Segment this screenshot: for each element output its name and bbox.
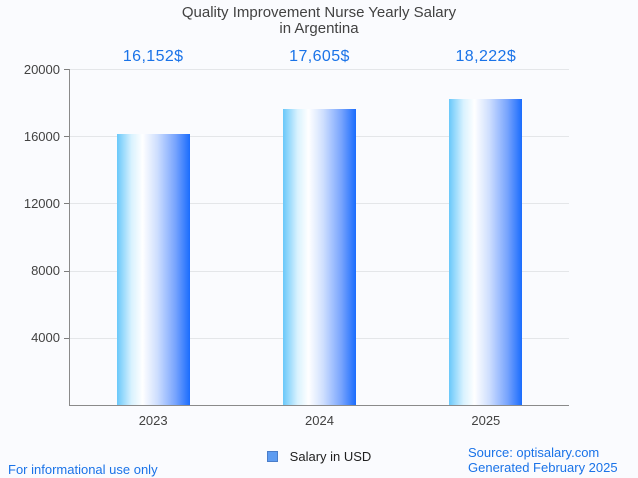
bar-2024 bbox=[282, 109, 356, 405]
bar-2023 bbox=[116, 133, 190, 405]
y-axis-tick bbox=[64, 136, 70, 138]
bar-band bbox=[70, 69, 236, 405]
generated-date: Generated February 2025 bbox=[468, 460, 618, 475]
bar-value-label: 16,152$ bbox=[122, 48, 184, 65]
bar-2025 bbox=[449, 98, 523, 405]
y-axis-tick bbox=[64, 337, 70, 339]
bar-value-label: 17,605$ bbox=[289, 48, 350, 65]
value-labels-row: 16,152$ 17,605$ 18,222$ bbox=[70, 48, 569, 66]
bars-layer bbox=[70, 69, 569, 405]
y-axis-tick bbox=[64, 69, 70, 70]
y-axis-tick-label: 8000 bbox=[31, 263, 60, 279]
plot-area bbox=[69, 69, 569, 406]
x-axis-label: 2023 bbox=[138, 413, 168, 428]
y-axis-tick bbox=[64, 203, 70, 205]
x-axis-label: 2025 bbox=[471, 413, 501, 428]
source-link[interactable]: Source: optisalary.com bbox=[468, 445, 600, 460]
chart-title-line1: Quality Improvement Nurse Yearly Salary bbox=[181, 4, 457, 21]
chart-title: Quality Improvement Nurse Yearly Salary … bbox=[0, 5, 638, 37]
bar-band bbox=[236, 69, 402, 405]
y-axis-tick bbox=[64, 270, 70, 272]
y-axis-tick-label: 4000 bbox=[31, 330, 60, 346]
chart-title-line2: in Argentina bbox=[279, 20, 359, 37]
source-block: Source: optisalary.com Generated Februar… bbox=[468, 445, 618, 475]
gridline bbox=[70, 69, 569, 70]
legend: Salary in USD bbox=[0, 449, 638, 464]
x-axis-label: 2024 bbox=[305, 413, 334, 428]
disclaimer-text: For informational use only bbox=[8, 462, 158, 477]
x-axis-labels-row: 2023 2024 2025 bbox=[70, 413, 569, 428]
legend-swatch bbox=[266, 451, 278, 462]
y-axis-tick-label: 12000 bbox=[23, 195, 60, 211]
bar-value-label: 18,222$ bbox=[455, 48, 517, 65]
bar-band bbox=[403, 69, 569, 405]
legend-label: Salary in USD bbox=[289, 449, 372, 464]
y-axis-tick-label: 16000 bbox=[23, 128, 60, 144]
y-axis-tick-label: 20000 bbox=[23, 61, 60, 77]
